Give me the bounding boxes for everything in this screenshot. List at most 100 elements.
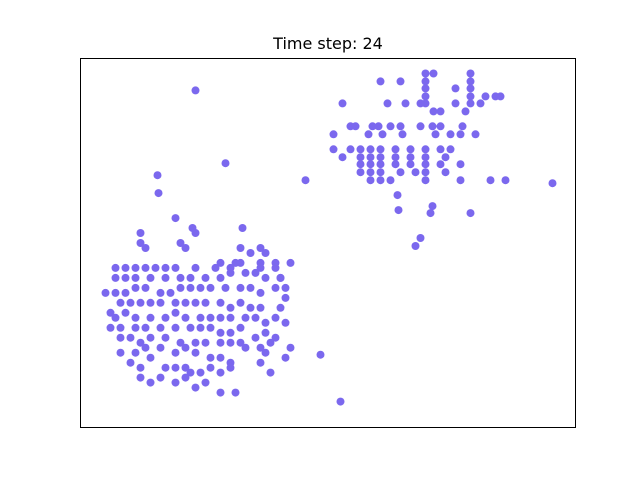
scatter-point — [396, 168, 405, 177]
scatter-point — [441, 168, 450, 177]
scatter-point — [394, 206, 403, 215]
scatter-point — [446, 145, 455, 154]
chart-title: Time step: 24 — [272, 34, 383, 53]
scatter-point — [329, 130, 338, 139]
scatter-point — [161, 363, 170, 372]
scatter-point — [121, 288, 130, 297]
scatter-point — [406, 153, 415, 162]
scatter-point — [386, 122, 395, 131]
scatter-point — [171, 378, 180, 387]
scatter-point — [136, 373, 145, 382]
scatter-point — [426, 209, 435, 218]
scatter-point — [446, 130, 455, 139]
scatter-point — [416, 122, 425, 131]
scatter-point — [111, 263, 120, 272]
scatter-point — [196, 368, 205, 377]
scatter-point — [236, 323, 245, 332]
scatter-point — [548, 179, 557, 188]
scatter-point — [221, 283, 230, 292]
scatter-point — [329, 145, 338, 154]
scatter-point — [338, 153, 347, 162]
scatter-point — [271, 263, 280, 272]
scatter-point — [428, 122, 437, 131]
scatter-point — [181, 313, 190, 322]
scatter-point — [458, 122, 467, 131]
scatter-point — [271, 313, 280, 322]
scatter-point — [226, 268, 235, 277]
scatter-point — [246, 303, 255, 312]
scatter-point — [246, 249, 255, 257]
scatter-point — [216, 338, 225, 347]
scatter-point — [366, 160, 375, 169]
scatter-point — [466, 69, 475, 78]
scatter-point — [286, 258, 295, 267]
scatter-point — [276, 273, 285, 282]
scatter-point — [191, 86, 200, 95]
scatter-point — [406, 145, 415, 154]
scatter-point — [181, 343, 190, 352]
scatter-point — [376, 153, 385, 162]
scatter-point — [383, 99, 392, 108]
scatter-point — [216, 368, 225, 377]
scatter-point — [181, 363, 190, 372]
scatter-point — [206, 313, 215, 322]
scatter-point — [396, 77, 405, 86]
scatter-point — [146, 353, 155, 362]
scatter-point — [121, 308, 130, 317]
scatter-point — [161, 263, 170, 272]
scatter-point — [136, 229, 145, 237]
scatter-point — [216, 258, 225, 267]
scatter-point — [366, 168, 375, 177]
scatter-point — [421, 92, 430, 101]
scatter-point — [116, 333, 125, 342]
scatter-point — [186, 368, 195, 377]
scatter-point — [391, 160, 400, 169]
scatter-point — [191, 263, 200, 272]
scatter-point — [421, 145, 430, 154]
scatter-point — [216, 388, 225, 397]
scatter-point — [141, 283, 150, 292]
scatter-point — [121, 273, 130, 282]
scatter-point — [251, 268, 260, 277]
plot-frame — [80, 58, 576, 428]
scatter-point — [451, 99, 460, 108]
scatter-point — [111, 288, 120, 297]
scatter-point — [496, 92, 505, 101]
scatter-point — [188, 224, 197, 232]
scatter-point — [338, 99, 347, 108]
scatter-point — [393, 191, 402, 200]
scatter-point — [436, 122, 445, 131]
scatter-point — [191, 383, 200, 392]
scatter-point — [116, 323, 125, 332]
scatter-point — [376, 168, 385, 177]
scatter-point — [236, 283, 245, 292]
scatter-point — [481, 92, 490, 101]
scatter-point — [201, 338, 210, 347]
scatter-point — [131, 273, 140, 282]
scatter-point — [428, 202, 437, 211]
scatter-point — [141, 343, 150, 352]
scatter-point — [201, 298, 210, 307]
scatter-point — [226, 363, 235, 372]
scatter-point — [186, 283, 195, 292]
scatter-point — [421, 153, 430, 162]
scatter-point — [406, 160, 415, 169]
scatter-point — [238, 224, 247, 232]
scatter-point — [411, 242, 420, 250]
scatter-point — [376, 77, 385, 86]
scatter-point — [141, 244, 150, 252]
scatter-point — [421, 160, 430, 169]
scatter-point — [316, 350, 325, 359]
scatter-point — [281, 293, 290, 302]
scatter-point — [136, 298, 145, 307]
scatter-point — [336, 397, 345, 406]
scatter-point — [156, 298, 165, 307]
scatter-point — [156, 343, 165, 352]
scatter-point — [146, 273, 155, 282]
scatter-point — [378, 130, 387, 139]
scatter-point — [186, 323, 195, 332]
scatter-point — [261, 249, 270, 257]
scatter-point — [466, 209, 475, 218]
scatter-point — [216, 328, 225, 337]
scatter-point — [391, 145, 400, 154]
